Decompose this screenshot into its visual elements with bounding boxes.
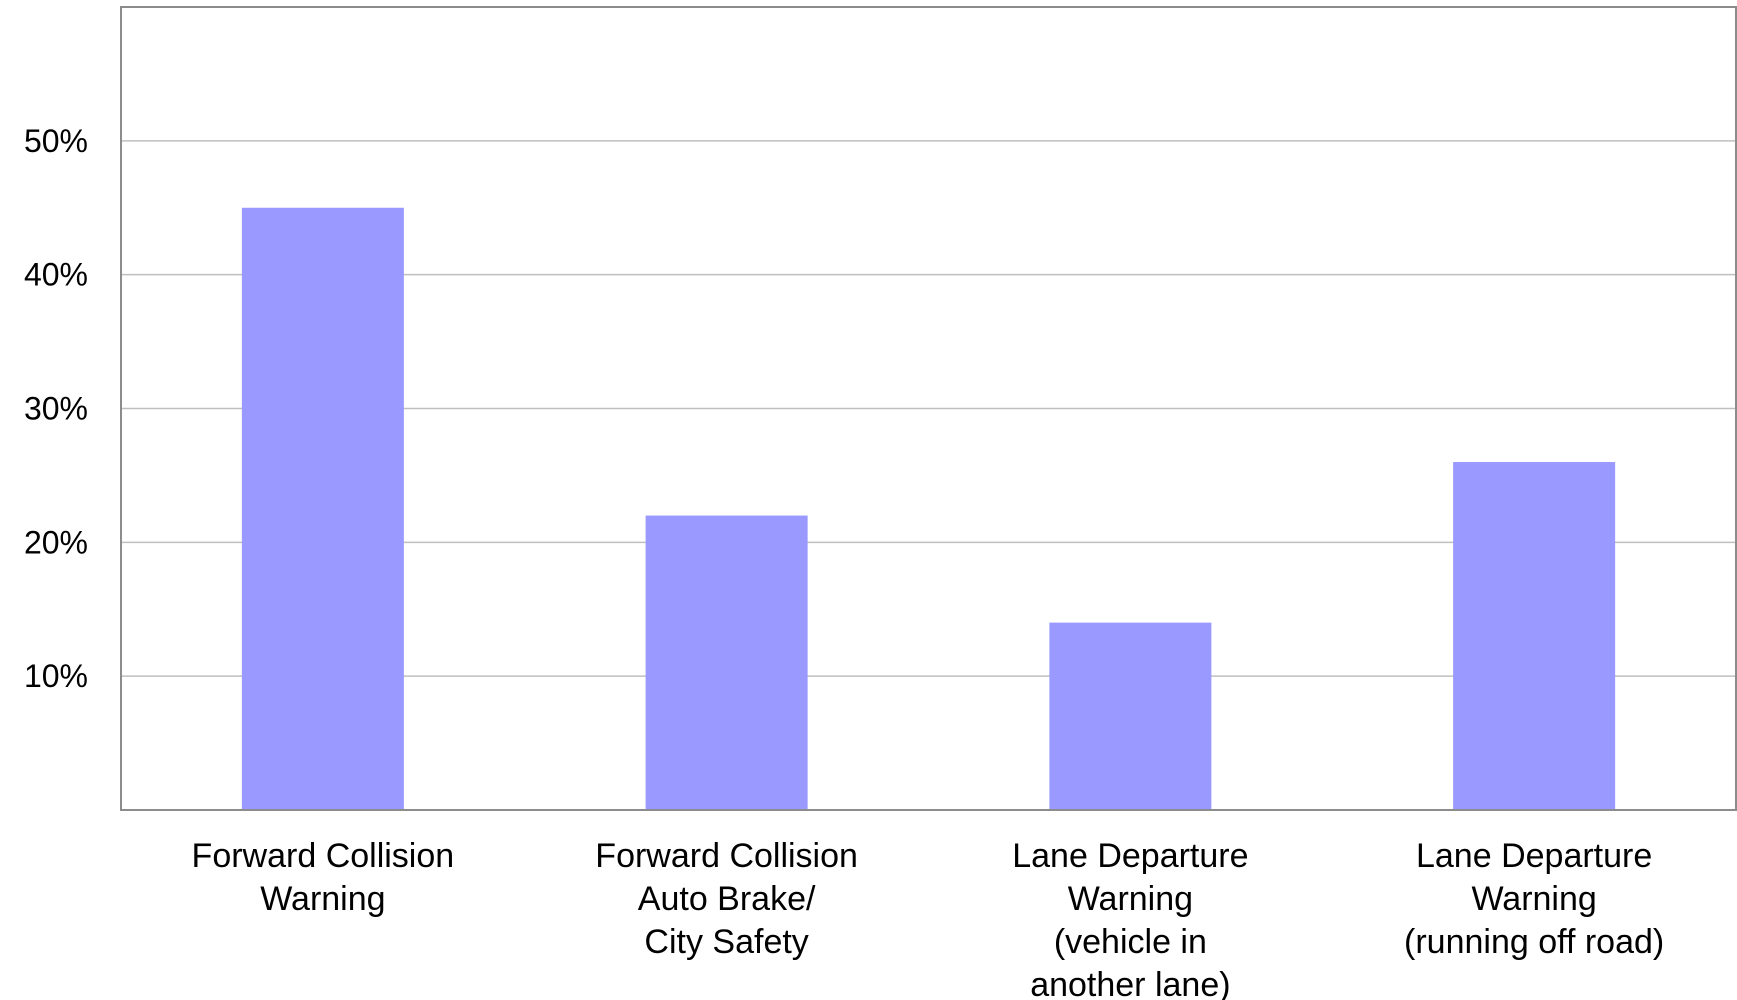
x-category-label: Forward Collision Auto Brake/City Safety [595,837,858,961]
x-category-label-line: City Safety [644,923,808,961]
plot-frame [120,6,1737,811]
bars [241,207,1616,810]
x-category-label-line: Warning [1471,880,1596,918]
x-category-label-line: Forward Collision [192,837,455,875]
x-category-label-line: Warning [260,880,385,918]
x-category-label-line: Warning [1068,880,1193,918]
bar [645,515,808,810]
y-tick-label: 10% [24,658,88,694]
x-category-label: Forward Collision Warning [192,837,455,918]
x-category-label-line: Auto Brake/ [638,880,816,918]
y-tick-label: 40% [24,257,88,293]
x-category-label-line: Lane Departure [1012,837,1248,875]
x-category-label-line: Forward Collision [595,837,858,875]
x-category-label-line: Lane Departure [1416,837,1652,875]
x-category-label-line: (running off road) [1404,923,1664,961]
x-category-label: Lane Departure Warning (vehicle in another … [1012,837,1248,1000]
y-tick-label: 30% [24,391,88,427]
bar [1049,622,1212,810]
bar [1453,462,1616,810]
y-axis-tick-labels: 10% 20% 30% 40% 50% [24,123,88,694]
bar [241,207,404,810]
y-tick-label: 50% [24,123,88,159]
x-category-label-line: another lane) [1030,966,1230,1000]
x-category-label: Lane Departure Warning (running off road) [1404,837,1664,961]
x-category-label-line: (vehicle in [1054,923,1207,961]
y-tick-label: 20% [24,524,88,560]
